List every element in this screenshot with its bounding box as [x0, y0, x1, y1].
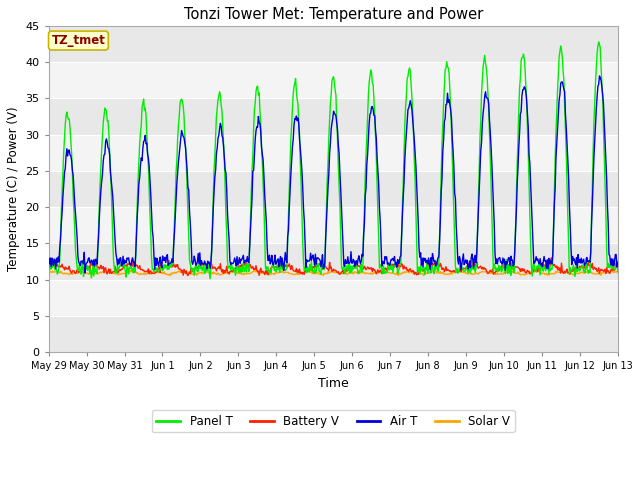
X-axis label: Time: Time: [318, 376, 349, 390]
Air T: [45, 257, 52, 263]
Bar: [49, 62, 618, 98]
Line: Panel T: Panel T: [49, 42, 618, 279]
Solar V: [114, 271, 122, 277]
Panel T: [172, 195, 179, 201]
Panel T: [206, 276, 214, 282]
Air T: [614, 260, 621, 265]
Bar: [49, 134, 618, 171]
Battery V: [547, 255, 555, 261]
Battery V: [614, 265, 621, 271]
Air T: [420, 255, 428, 261]
Battery V: [45, 266, 52, 272]
Air T: [596, 73, 604, 79]
Air T: [55, 259, 63, 265]
Panel T: [595, 39, 602, 45]
Bar: [49, 207, 618, 243]
Battery V: [403, 268, 411, 274]
Title: Tonzi Tower Met: Temperature and Power: Tonzi Tower Met: Temperature and Power: [184, 7, 483, 22]
Battery V: [202, 263, 210, 269]
Panel T: [614, 268, 621, 274]
Bar: [49, 171, 618, 207]
Panel T: [202, 270, 209, 276]
Battery V: [55, 264, 63, 269]
Panel T: [45, 262, 52, 268]
Bar: [49, 279, 618, 316]
Solar V: [203, 269, 211, 275]
Legend: Panel T, Battery V, Air T, Solar V: Panel T, Battery V, Air T, Solar V: [152, 410, 515, 432]
Line: Battery V: Battery V: [49, 258, 618, 276]
Solar V: [55, 269, 63, 275]
Battery V: [172, 264, 179, 270]
Text: TZ_tmet: TZ_tmet: [51, 34, 106, 47]
Panel T: [420, 264, 428, 270]
Battery V: [420, 267, 428, 273]
Air T: [202, 262, 210, 267]
Bar: [49, 98, 618, 134]
Battery V: [184, 273, 192, 278]
Solar V: [166, 273, 174, 278]
Solar V: [614, 270, 621, 276]
Line: Air T: Air T: [49, 76, 618, 273]
Solar V: [420, 271, 428, 276]
Battery V: [114, 270, 122, 276]
Panel T: [55, 264, 63, 270]
Solar V: [404, 269, 412, 275]
Air T: [172, 197, 180, 203]
Bar: [49, 243, 618, 279]
Solar V: [173, 269, 180, 275]
Air T: [403, 118, 411, 123]
Bar: [49, 26, 618, 62]
Panel T: [403, 75, 411, 81]
Solar V: [45, 270, 52, 276]
Y-axis label: Temperature (C) / Power (V): Temperature (C) / Power (V): [7, 107, 20, 271]
Bar: [49, 316, 618, 352]
Panel T: [114, 263, 122, 269]
Air T: [81, 270, 89, 276]
Solar V: [127, 267, 135, 273]
Line: Solar V: Solar V: [49, 270, 618, 276]
Air T: [115, 256, 122, 262]
